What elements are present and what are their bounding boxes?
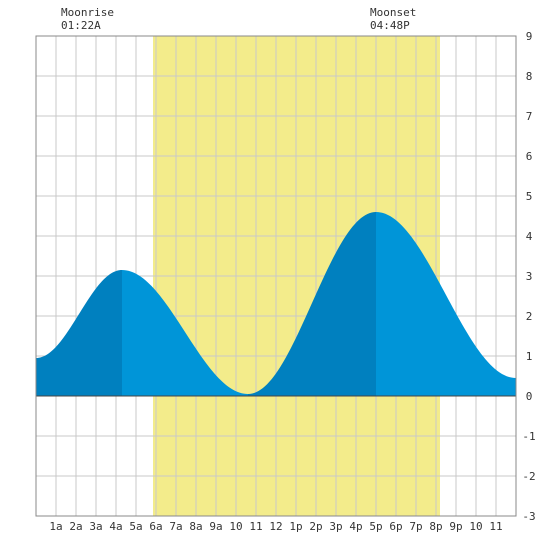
y-tick-label: 3 <box>526 270 533 283</box>
x-tick-label: 4a <box>109 520 122 533</box>
x-tick-label: 8p <box>429 520 442 533</box>
y-tick-label: 4 <box>526 230 533 243</box>
x-tick-label: 7a <box>169 520 182 533</box>
moonset-label: Moonset <box>370 6 416 19</box>
y-tick-label: 9 <box>526 30 533 43</box>
y-tick-label: 6 <box>526 150 533 163</box>
x-tick-label: 7p <box>409 520 422 533</box>
tide-rising-area <box>248 212 376 396</box>
y-tick-label: 0 <box>526 390 533 403</box>
x-tick-label: 1a <box>49 520 62 533</box>
x-tick-label: 11 <box>249 520 262 533</box>
moonset-time: 04:48P <box>370 19 410 32</box>
x-tick-label: 9p <box>449 520 462 533</box>
tide-rising-area <box>36 270 122 396</box>
x-tick-label: 3p <box>329 520 342 533</box>
x-tick-label: 10 <box>229 520 242 533</box>
y-tick-label: -1 <box>522 430 535 443</box>
x-tick-label: 1p <box>289 520 302 533</box>
x-tick-label: 2a <box>69 520 82 533</box>
x-tick-label: 5a <box>129 520 142 533</box>
x-tick-label: 11 <box>489 520 502 533</box>
x-tick-label: 6p <box>389 520 402 533</box>
x-tick-label: 12 <box>269 520 282 533</box>
x-tick-label: 9a <box>209 520 222 533</box>
x-tick-label: 2p <box>309 520 322 533</box>
tide-falling-area <box>376 212 516 396</box>
x-tick-label: 3a <box>89 520 102 533</box>
y-tick-label: 1 <box>526 350 533 363</box>
x-tick-label: 10 <box>469 520 482 533</box>
y-tick-label: 5 <box>526 190 533 203</box>
y-tick-label: -2 <box>522 470 535 483</box>
y-tick-label: -3 <box>522 510 535 523</box>
x-tick-label: 8a <box>189 520 202 533</box>
x-tick-label: 6a <box>149 520 162 533</box>
plot-frame <box>35 35 517 517</box>
x-tick-label: 5p <box>369 520 382 533</box>
moonrise-time: 01:22A <box>61 19 101 32</box>
y-tick-label: 8 <box>526 70 533 83</box>
tide-falling-area <box>122 270 248 396</box>
moonrise-label: Moonrise <box>61 6 114 19</box>
y-tick-label: 7 <box>526 110 533 123</box>
x-tick-label: 4p <box>349 520 362 533</box>
y-tick-label: 2 <box>526 310 533 323</box>
